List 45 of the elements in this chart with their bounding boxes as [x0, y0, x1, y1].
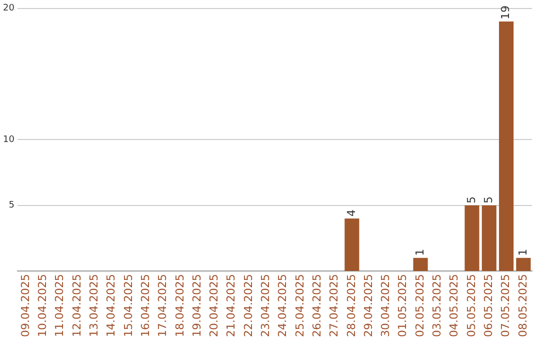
x-tick-label: 18.04.2025 [173, 274, 186, 338]
bar [344, 218, 360, 272]
x-tick-label: 15.04.2025 [122, 274, 135, 338]
bar [464, 205, 480, 272]
x-tick-label: 23.04.2025 [259, 274, 272, 338]
data-label: 19 [499, 6, 512, 20]
bar [413, 258, 428, 272]
data-label: 5 [482, 196, 495, 204]
x-tick-label: 05.05.2025 [464, 274, 478, 338]
x-tick-label: 26.04.2025 [310, 274, 324, 338]
x-tick-label: 13.04.2025 [87, 274, 100, 338]
y-tick-label: 20 [3, 4, 15, 14]
y-tick-label: 5 [8, 200, 14, 211]
x-tick-label: 14.04.2025 [104, 274, 118, 338]
x-tick-label: 06.05.2025 [482, 274, 495, 338]
x-tick-label: 20.04.2025 [208, 274, 221, 338]
x-tick-label: 25.04.2025 [293, 274, 306, 338]
bar [516, 258, 531, 272]
x-tick-label: 11.04.2025 [53, 274, 66, 338]
data-label: 4 [344, 209, 358, 216]
bar [482, 205, 496, 272]
x-tick-label: 10.04.2025 [36, 274, 50, 338]
x-tick-label: 09.04.2025 [18, 274, 32, 338]
x-tick-label: 27.04.2025 [328, 274, 341, 338]
x-tick-label: 07.05.2025 [499, 274, 512, 338]
x-tick-label: 29.04.2025 [362, 274, 375, 338]
x-tick-label: 21.04.2025 [224, 274, 238, 338]
x-tick-label: 12.04.2025 [70, 274, 84, 338]
x-tick-label: 17.04.2025 [156, 274, 170, 338]
x-tick-label: 30.04.2025 [379, 274, 392, 338]
data-label: 1 [516, 248, 530, 256]
x-tick-label: 16.04.2025 [138, 274, 152, 338]
x-tick-label: 19.04.2025 [190, 274, 204, 338]
x-tick-label: 03.05.2025 [430, 274, 444, 338]
bar [498, 22, 514, 272]
x-tick-label: 01.05.2025 [396, 274, 410, 338]
x-tick-label: 08.05.2025 [516, 274, 530, 338]
data-label: 1 [413, 248, 426, 256]
data-label: 5 [464, 196, 478, 204]
x-tick-label: 24.04.2025 [276, 274, 290, 338]
x-tick-label: 04.05.2025 [448, 274, 461, 338]
x-tick-label: 28.04.2025 [344, 274, 358, 338]
x-tick-label: 02.05.2025 [413, 274, 426, 338]
x-tick-label: 22.04.2025 [242, 274, 255, 338]
y-tick-label: 10 [3, 135, 15, 146]
